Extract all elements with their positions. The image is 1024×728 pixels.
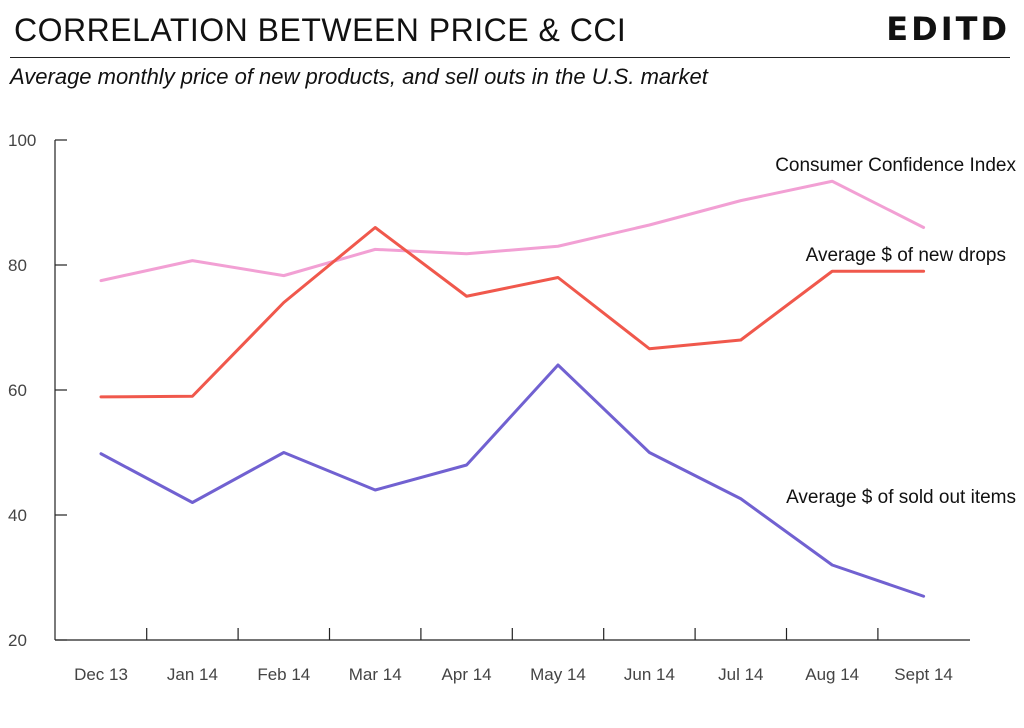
x-tick-label: Feb 14 [257,665,310,684]
series-line-1 [99,179,926,283]
series-label: Average $ of sold out items [786,487,1016,508]
x-tick-label: Aug 14 [805,665,859,684]
chart-labels: Consumer Confidence Index Average $ of ne… [775,155,1016,508]
x-tick-label: Mar 14 [349,665,402,684]
chart-title: CORRELATION BETWEEN PRICE & CCI [14,12,627,48]
x-tick-label: Jun 14 [624,665,675,684]
x-tick-label: Jul 14 [718,665,763,684]
brand-logo: EDITD [886,10,1010,48]
series-label: Consumer Confidence Index [775,155,1016,176]
chart-series [99,179,926,598]
x-tick-label: Apr 14 [442,665,492,684]
y-tick-label: 60 [8,381,27,400]
x-tick-label: Sept 14 [894,665,953,684]
chart-subtitle: Average monthly price of new products, a… [10,64,708,89]
y-tick-label: 80 [8,256,27,275]
chart-axes: 20 40 60 80 100 Dec 13 Jan 14 Feb 14 Mar 14 Apr 1… [8,131,970,684]
series-line-2 [99,226,926,399]
x-tick-label: Dec 13 [74,665,128,684]
series-label: Average $ of new drops [806,245,1006,266]
title-divider [10,57,1010,58]
x-tick-label: May 14 [530,665,586,684]
y-tick-label: 40 [8,506,27,525]
series-line-3 [99,363,926,598]
y-tick-label: 20 [8,631,27,650]
y-tick-label: 100 [8,131,36,150]
x-tick-label: Jan 14 [167,665,218,684]
